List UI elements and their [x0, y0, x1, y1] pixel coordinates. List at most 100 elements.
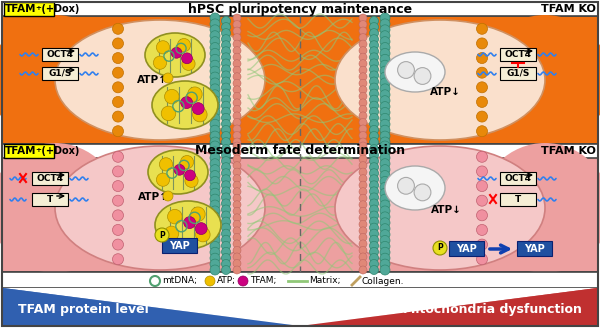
Polygon shape — [25, 291, 27, 326]
Polygon shape — [371, 317, 373, 326]
Circle shape — [476, 111, 487, 122]
Polygon shape — [227, 317, 229, 326]
Circle shape — [380, 265, 390, 275]
Circle shape — [196, 227, 210, 242]
Polygon shape — [100, 300, 101, 326]
Circle shape — [380, 218, 390, 228]
Polygon shape — [437, 308, 438, 326]
Polygon shape — [506, 299, 508, 326]
Polygon shape — [376, 316, 377, 326]
Circle shape — [476, 67, 487, 78]
Polygon shape — [196, 313, 197, 326]
Polygon shape — [272, 322, 273, 326]
Polygon shape — [428, 310, 429, 326]
Polygon shape — [128, 304, 129, 326]
Circle shape — [359, 86, 367, 94]
Circle shape — [221, 247, 230, 256]
Polygon shape — [347, 320, 349, 326]
Circle shape — [233, 214, 241, 222]
Circle shape — [380, 236, 390, 245]
Polygon shape — [85, 298, 86, 326]
Bar — [2, 2, 598, 16]
Circle shape — [221, 95, 230, 104]
Circle shape — [233, 233, 241, 241]
Circle shape — [210, 247, 220, 257]
Circle shape — [233, 188, 241, 196]
Circle shape — [370, 193, 379, 202]
Circle shape — [380, 78, 390, 88]
Polygon shape — [420, 310, 422, 326]
Polygon shape — [58, 295, 59, 326]
Polygon shape — [331, 322, 332, 326]
Polygon shape — [67, 296, 68, 326]
Circle shape — [210, 194, 220, 204]
Circle shape — [210, 200, 220, 210]
Polygon shape — [193, 312, 194, 326]
Polygon shape — [514, 298, 515, 326]
Bar — [517, 241, 552, 256]
Circle shape — [380, 194, 390, 204]
Circle shape — [414, 184, 431, 201]
Text: Mitochondria dysfunction: Mitochondria dysfunction — [403, 302, 582, 316]
Polygon shape — [533, 296, 535, 326]
Polygon shape — [110, 302, 112, 326]
Circle shape — [476, 52, 487, 64]
Polygon shape — [548, 294, 550, 326]
Text: ATP↓: ATP↓ — [430, 87, 460, 97]
Polygon shape — [62, 296, 64, 326]
Polygon shape — [349, 319, 350, 326]
Polygon shape — [578, 290, 579, 326]
Polygon shape — [365, 318, 367, 326]
Polygon shape — [334, 321, 335, 326]
Polygon shape — [83, 298, 85, 326]
Polygon shape — [109, 301, 110, 326]
Polygon shape — [332, 322, 334, 326]
Polygon shape — [517, 298, 518, 326]
Polygon shape — [550, 294, 551, 326]
Bar — [2, 272, 598, 288]
Polygon shape — [581, 290, 582, 326]
Circle shape — [476, 195, 487, 206]
Polygon shape — [352, 319, 353, 326]
Circle shape — [476, 210, 487, 221]
Polygon shape — [97, 300, 98, 326]
Polygon shape — [89, 299, 91, 326]
Circle shape — [233, 162, 241, 170]
Circle shape — [161, 106, 176, 121]
Circle shape — [380, 212, 390, 222]
Circle shape — [476, 166, 487, 177]
Circle shape — [113, 210, 124, 221]
Circle shape — [233, 132, 241, 139]
Ellipse shape — [335, 20, 545, 140]
Ellipse shape — [385, 52, 445, 92]
Polygon shape — [500, 300, 502, 326]
Circle shape — [221, 254, 230, 262]
Circle shape — [359, 162, 367, 170]
Circle shape — [210, 224, 220, 234]
Circle shape — [221, 145, 230, 154]
Text: TFAM protein level: TFAM protein level — [18, 302, 149, 316]
Polygon shape — [215, 315, 217, 326]
Polygon shape — [107, 301, 109, 326]
Polygon shape — [16, 290, 18, 326]
Circle shape — [370, 119, 379, 128]
Polygon shape — [35, 292, 37, 326]
Bar — [42, 48, 78, 61]
Polygon shape — [521, 297, 523, 326]
Polygon shape — [95, 300, 97, 326]
Circle shape — [233, 40, 241, 48]
Polygon shape — [61, 296, 62, 326]
Polygon shape — [478, 303, 479, 326]
Bar — [500, 193, 536, 206]
Polygon shape — [557, 293, 559, 326]
Circle shape — [210, 253, 220, 263]
Polygon shape — [218, 316, 220, 326]
Polygon shape — [394, 314, 395, 326]
Polygon shape — [244, 319, 245, 326]
Circle shape — [370, 187, 379, 196]
Circle shape — [380, 108, 390, 117]
Polygon shape — [559, 293, 560, 326]
Polygon shape — [406, 312, 407, 326]
Circle shape — [221, 35, 230, 44]
Bar — [2, 144, 598, 158]
